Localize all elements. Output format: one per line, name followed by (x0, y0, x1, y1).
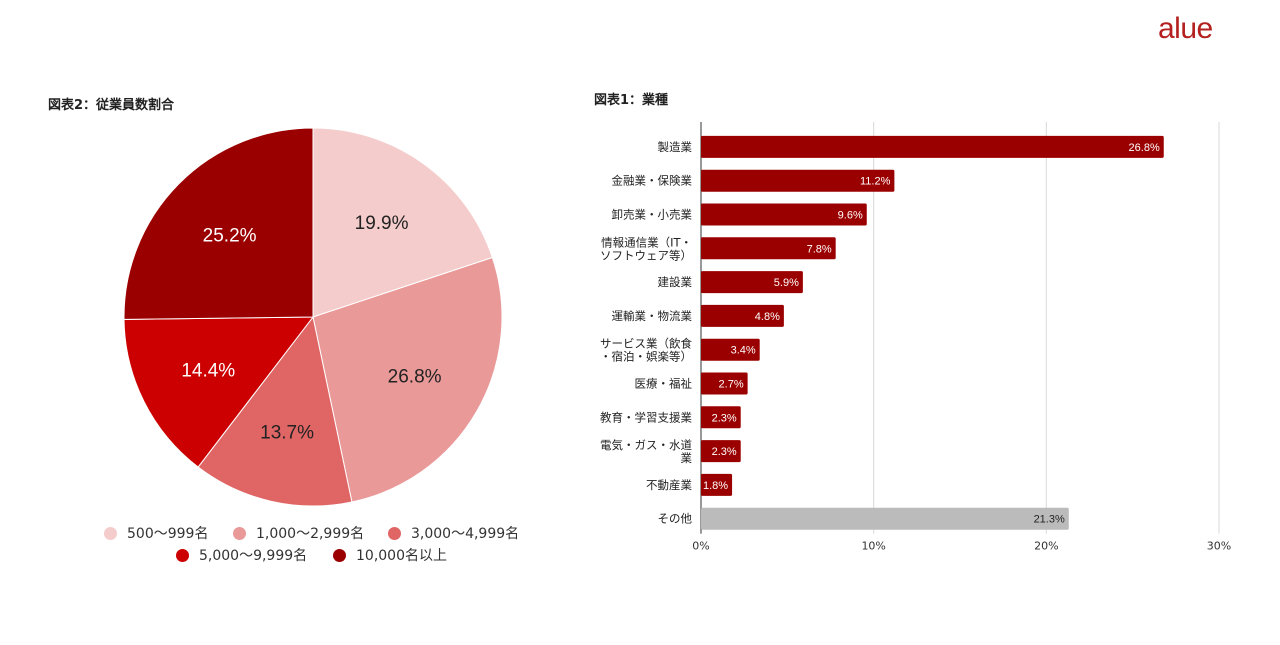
bar-value-label: 4.8% (755, 311, 780, 323)
bar-value-label: 21.3% (1034, 514, 1065, 526)
bar-value-label: 1.8% (703, 480, 728, 492)
bar (701, 135, 1164, 158)
bar-value-label: 2.3% (712, 412, 737, 424)
bar (701, 372, 748, 395)
category-label: 金融業・保険業 (612, 174, 693, 188)
bar (701, 237, 836, 260)
pie-chart: 19.9% 26.8% 13.7% 14.4% 25.2% (123, 127, 503, 507)
bar (701, 406, 741, 429)
bar-value-label: 5.9% (774, 277, 799, 289)
bar (701, 304, 784, 327)
bar (701, 507, 1069, 530)
bar-value-label: 9.6% (838, 210, 863, 222)
bar (701, 473, 733, 496)
legend-item: 3,000〜4,999名 (388, 523, 519, 543)
legend-swatch (104, 527, 117, 540)
pie-slice-label: 26.8% (388, 366, 442, 387)
category-label: 電気・ガス・水道業 (600, 438, 693, 465)
category-label: 教育・学習支援業 (600, 410, 692, 424)
pie-slice-label: 19.9% (355, 213, 409, 234)
pie-slice (123, 127, 314, 320)
category-label: 運輸業・物流業 (612, 309, 693, 323)
legend-item: 10,000名以上 (333, 545, 447, 565)
pie-chart-title: 図表2：従業員数割合 (48, 98, 175, 113)
legend-label: 10,000名以上 (356, 548, 447, 564)
bar-value-label: 26.8% (1129, 142, 1160, 154)
bar-value-label: 3.4% (731, 345, 756, 357)
bar (701, 271, 803, 294)
legend-label: 5,000〜9,999名 (199, 548, 308, 564)
x-tick-label: 20% (1034, 540, 1058, 553)
pie-slice-label: 25.2% (203, 226, 257, 247)
category-label: サービス業（飲食・宿泊・娯楽等） (600, 337, 692, 364)
category-label: その他 (658, 512, 693, 526)
pie-slice (312, 256, 503, 503)
legend-label: 1,000〜2,999名 (256, 526, 365, 542)
category-label: 製造業 (658, 140, 693, 154)
category-label: 情報通信業（IT・ソフトウェア等） (600, 235, 692, 262)
bar-value-label: 2.7% (719, 379, 744, 391)
bar-value-label: 2.3% (712, 446, 737, 458)
legend-item: 5,000〜9,999名 (176, 545, 307, 565)
pie-slice-label: 13.7% (260, 422, 314, 443)
legend-item: 500〜999名 (104, 523, 208, 543)
pie-slice (197, 315, 353, 507)
pie-slice (312, 127, 494, 318)
category-label: 不動産業 (646, 478, 692, 492)
bar-chart-title: 図表1：業種 (594, 93, 669, 108)
bar-value-label: 7.8% (807, 243, 832, 255)
category-label: 卸売業・小売業 (612, 208, 693, 222)
bar-value-label: 11.2% (860, 176, 891, 188)
pie-slice (123, 316, 315, 468)
legend-item: 1,000〜2,999名 (233, 523, 364, 543)
legend-label: 500〜999名 (127, 526, 209, 542)
legend-swatch (176, 549, 189, 562)
category-label: 医療・福祉 (635, 377, 693, 391)
category-label: 建設業 (658, 275, 693, 289)
legend-swatch (388, 527, 401, 540)
alue-logo: alue (1158, 12, 1213, 45)
legend-swatch (233, 527, 246, 540)
bar (701, 203, 867, 226)
bar (701, 169, 895, 192)
bar (701, 338, 760, 361)
pie-slice-label: 14.4% (181, 361, 235, 382)
x-tick-label: 30% (1207, 540, 1231, 553)
legend-swatch (333, 549, 346, 562)
x-tick-label: 10% (861, 540, 885, 553)
bar (701, 440, 741, 463)
legend-label: 3,000〜4,999名 (411, 526, 520, 542)
x-tick-label: 0% (692, 540, 709, 553)
